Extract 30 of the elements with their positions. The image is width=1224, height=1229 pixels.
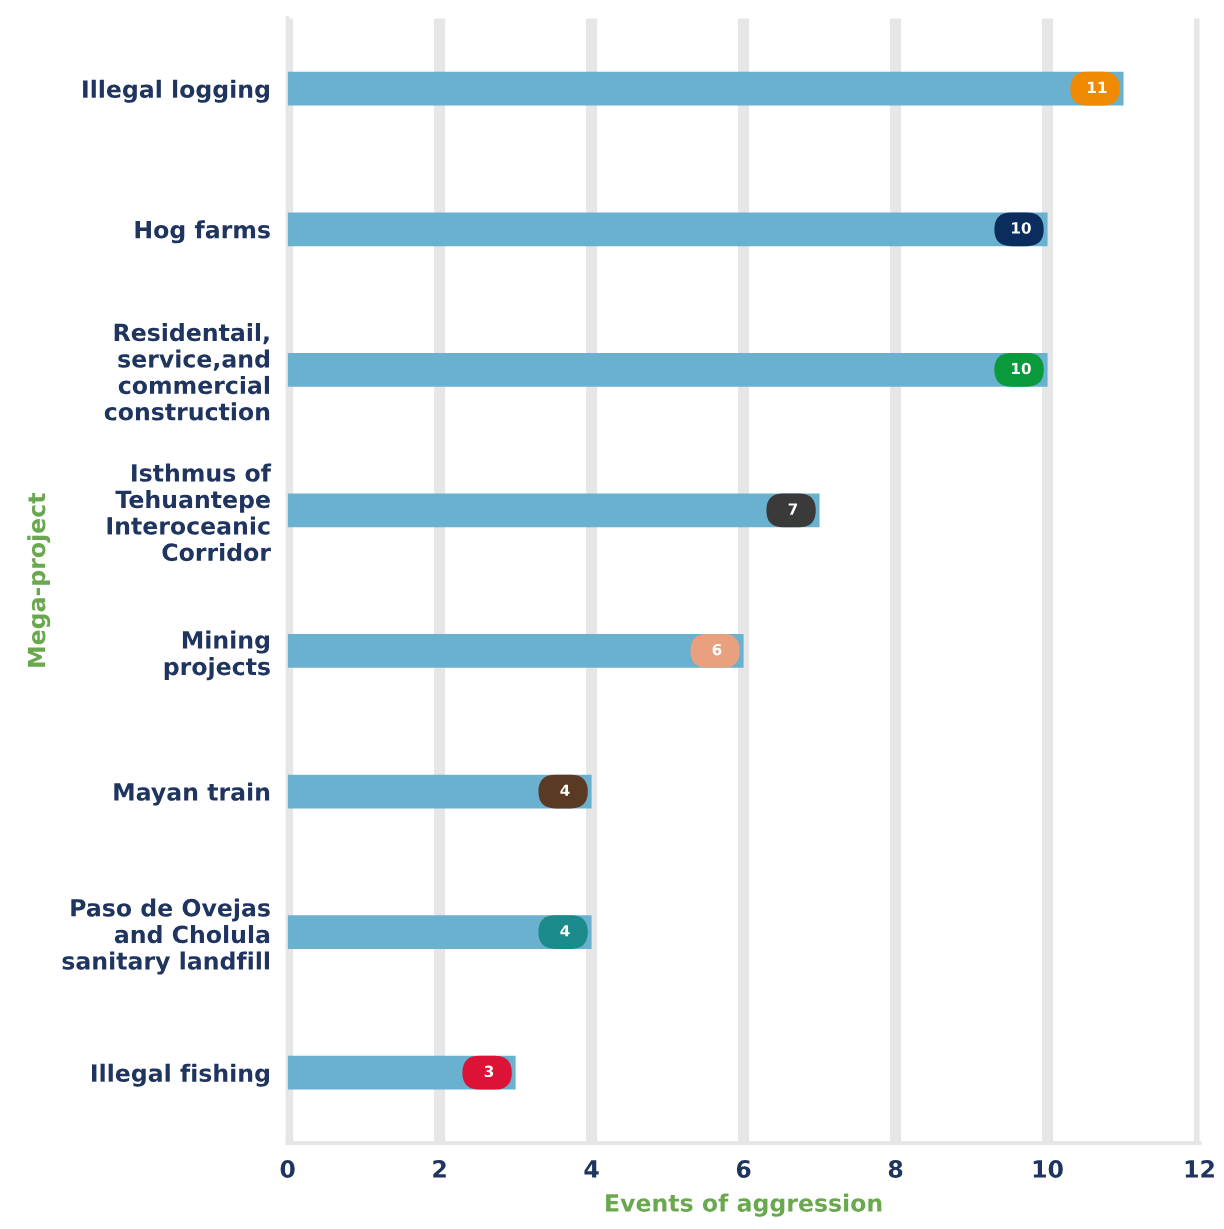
data-label: 10 — [1012, 362, 1031, 375]
y-tick-label: Illegal fishing — [91, 1063, 269, 1087]
bar — [287, 71, 1124, 106]
x-tick-label: 8 — [888, 1160, 903, 1178]
x-axis-title: Events of aggression — [606, 1193, 882, 1217]
y-tick-label: Mining projects — [164, 630, 270, 681]
data-label: 6 — [712, 643, 722, 656]
y-tick-label: Hog farms — [135, 220, 270, 244]
data-label: 4 — [560, 784, 570, 796]
bar — [287, 212, 1048, 247]
y-tick-label: Mayan train — [114, 782, 270, 806]
y-tick-label: Isthmus of Tehuantepe Interoceanic Corridor — [107, 463, 272, 562]
x-tick-label: 12 — [1185, 1160, 1214, 1178]
bar — [287, 634, 744, 668]
y-tick-label: Illegal logging — [83, 79, 269, 103]
x-tick-label: 2 — [433, 1160, 446, 1178]
data-label: 4 — [560, 925, 570, 937]
y-tick-label: Residentail, service,and commercial construction — [104, 323, 270, 421]
data-label: 7 — [788, 503, 798, 515]
x-tick-label: 10 — [1033, 1160, 1063, 1178]
data-label: 11 — [1088, 81, 1107, 93]
data-label: 10 — [1012, 222, 1031, 234]
bar — [287, 352, 1048, 387]
x-tick-label: 0 — [280, 1160, 295, 1178]
bar — [287, 493, 820, 528]
x-tick-label: 4 — [584, 1160, 599, 1178]
x-tick-label: 6 — [736, 1160, 751, 1178]
data-label: 3 — [484, 1065, 494, 1078]
y-tick-label: Paso de Ovejas and Cholula sanitary landfill — [62, 898, 270, 975]
y-axis-title: Mega-project — [27, 493, 51, 667]
